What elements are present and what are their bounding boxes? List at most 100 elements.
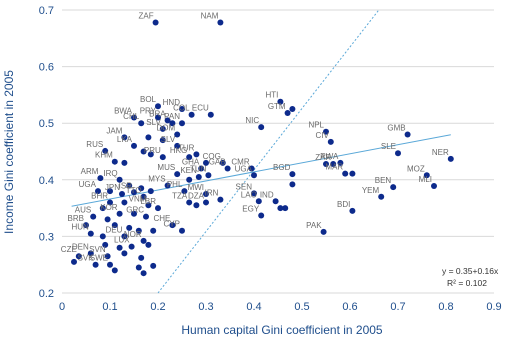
point-label: YEM — [362, 186, 380, 195]
x-tick-label: 0.1 — [102, 301, 117, 313]
data-point — [251, 172, 257, 179]
data-point — [320, 228, 327, 235]
point-label: KHM — [95, 151, 113, 160]
data-point — [289, 106, 296, 113]
data-point — [95, 188, 101, 195]
point-label: VNM — [129, 194, 147, 203]
point-label: NIC — [245, 116, 259, 125]
y-tick-label: 0.5 — [39, 118, 54, 130]
data-point — [121, 199, 128, 206]
y-axis-title: Income Gini coefficient in 2005 — [2, 70, 16, 234]
point-label: HTI — [266, 91, 279, 100]
point-label: SLV — [161, 135, 176, 144]
data-point — [121, 134, 128, 141]
x-tick-label: 0.4 — [246, 301, 261, 313]
y-tick-label: 0.3 — [39, 231, 54, 243]
data-point — [121, 250, 128, 257]
data-point — [272, 198, 279, 205]
point-label: PHL — [167, 180, 183, 189]
data-point — [248, 165, 255, 172]
data-point — [327, 138, 334, 145]
data-point — [121, 159, 128, 166]
data-point — [107, 199, 113, 206]
point-label: LAO — [241, 190, 257, 199]
point-label: GRC — [126, 206, 144, 215]
data-point — [195, 173, 202, 180]
point-label: HUN — [71, 223, 89, 232]
point-label: DOM — [157, 124, 176, 133]
data-point — [87, 230, 94, 237]
point-label: PRY — [140, 107, 157, 116]
y-tick-labels: 0.2 0.3 0.4 0.5 0.6 0.7 — [39, 5, 54, 300]
data-point — [186, 154, 193, 161]
data-point — [111, 267, 118, 274]
data-point — [284, 110, 291, 117]
point-label: MUS — [157, 163, 175, 172]
data-point — [179, 120, 185, 127]
data-point — [174, 171, 181, 178]
point-label: SEN — [236, 182, 253, 191]
data-point — [145, 241, 152, 248]
data-point — [390, 184, 397, 191]
data-point — [121, 233, 128, 240]
point-label: BRA — [149, 109, 166, 118]
data-point — [330, 160, 337, 167]
data-point — [145, 134, 152, 141]
x-tick-labels: 0 0.1 0.2 0.3 0.4 0.5 0.6 0.7 0.8 0.9 — [59, 301, 502, 313]
r-squared-label: R² = 0.102 — [447, 278, 487, 288]
point-label: BRB — [68, 214, 84, 223]
data-point — [140, 237, 147, 244]
point-label: BEN — [375, 176, 392, 185]
point-label: SVK — [78, 254, 95, 263]
data-point — [131, 142, 137, 149]
data-point — [431, 183, 437, 190]
point-label: CMR — [231, 157, 249, 166]
data-point — [155, 103, 161, 110]
point-label: MLI — [419, 175, 432, 184]
point-label: NPL — [308, 121, 324, 130]
y-tick-label: 0.2 — [39, 288, 54, 300]
data-point — [203, 190, 209, 197]
point-label: JAM — [106, 126, 122, 135]
point-label: CIV — [315, 131, 329, 140]
data-point — [83, 222, 89, 229]
point-label: EGY — [242, 204, 260, 213]
point-label: SLV — [146, 118, 161, 127]
point-label: SLE — [381, 142, 396, 151]
point-label: ECU — [192, 104, 209, 113]
data-point — [111, 158, 118, 165]
point-label: BDI — [337, 200, 350, 209]
x-tick-label: 0.7 — [390, 301, 405, 313]
x-tick-label: 0.3 — [198, 301, 213, 313]
data-point — [128, 243, 135, 250]
data-point — [92, 261, 99, 268]
point-label: CHL — [123, 112, 140, 121]
point-label: SVN — [89, 245, 106, 254]
point-label: BWA — [114, 107, 133, 116]
point-label: LKA — [117, 135, 133, 144]
point-label: COL — [173, 104, 190, 113]
point-label: NAM — [201, 11, 219, 20]
data-point — [97, 175, 104, 182]
point-label: DEN — [72, 242, 89, 251]
data-point — [217, 196, 224, 203]
x-tick-label: 0.9 — [486, 301, 501, 313]
point-label: UGA — [235, 164, 253, 173]
data-point — [186, 199, 193, 206]
point-label: HKG — [170, 146, 187, 155]
data-point — [174, 131, 181, 138]
data-point — [282, 205, 289, 212]
data-point — [159, 125, 166, 132]
data-point — [323, 160, 329, 167]
data-point — [169, 120, 176, 127]
data-point — [119, 190, 125, 197]
point-label: ISR — [119, 181, 133, 190]
point-label: ARM — [81, 167, 99, 176]
point-label: TUN — [190, 164, 207, 173]
data-point — [188, 111, 195, 118]
data-point — [164, 182, 171, 189]
point-label: GAB — [209, 157, 226, 166]
point-label: GHA — [182, 157, 200, 166]
